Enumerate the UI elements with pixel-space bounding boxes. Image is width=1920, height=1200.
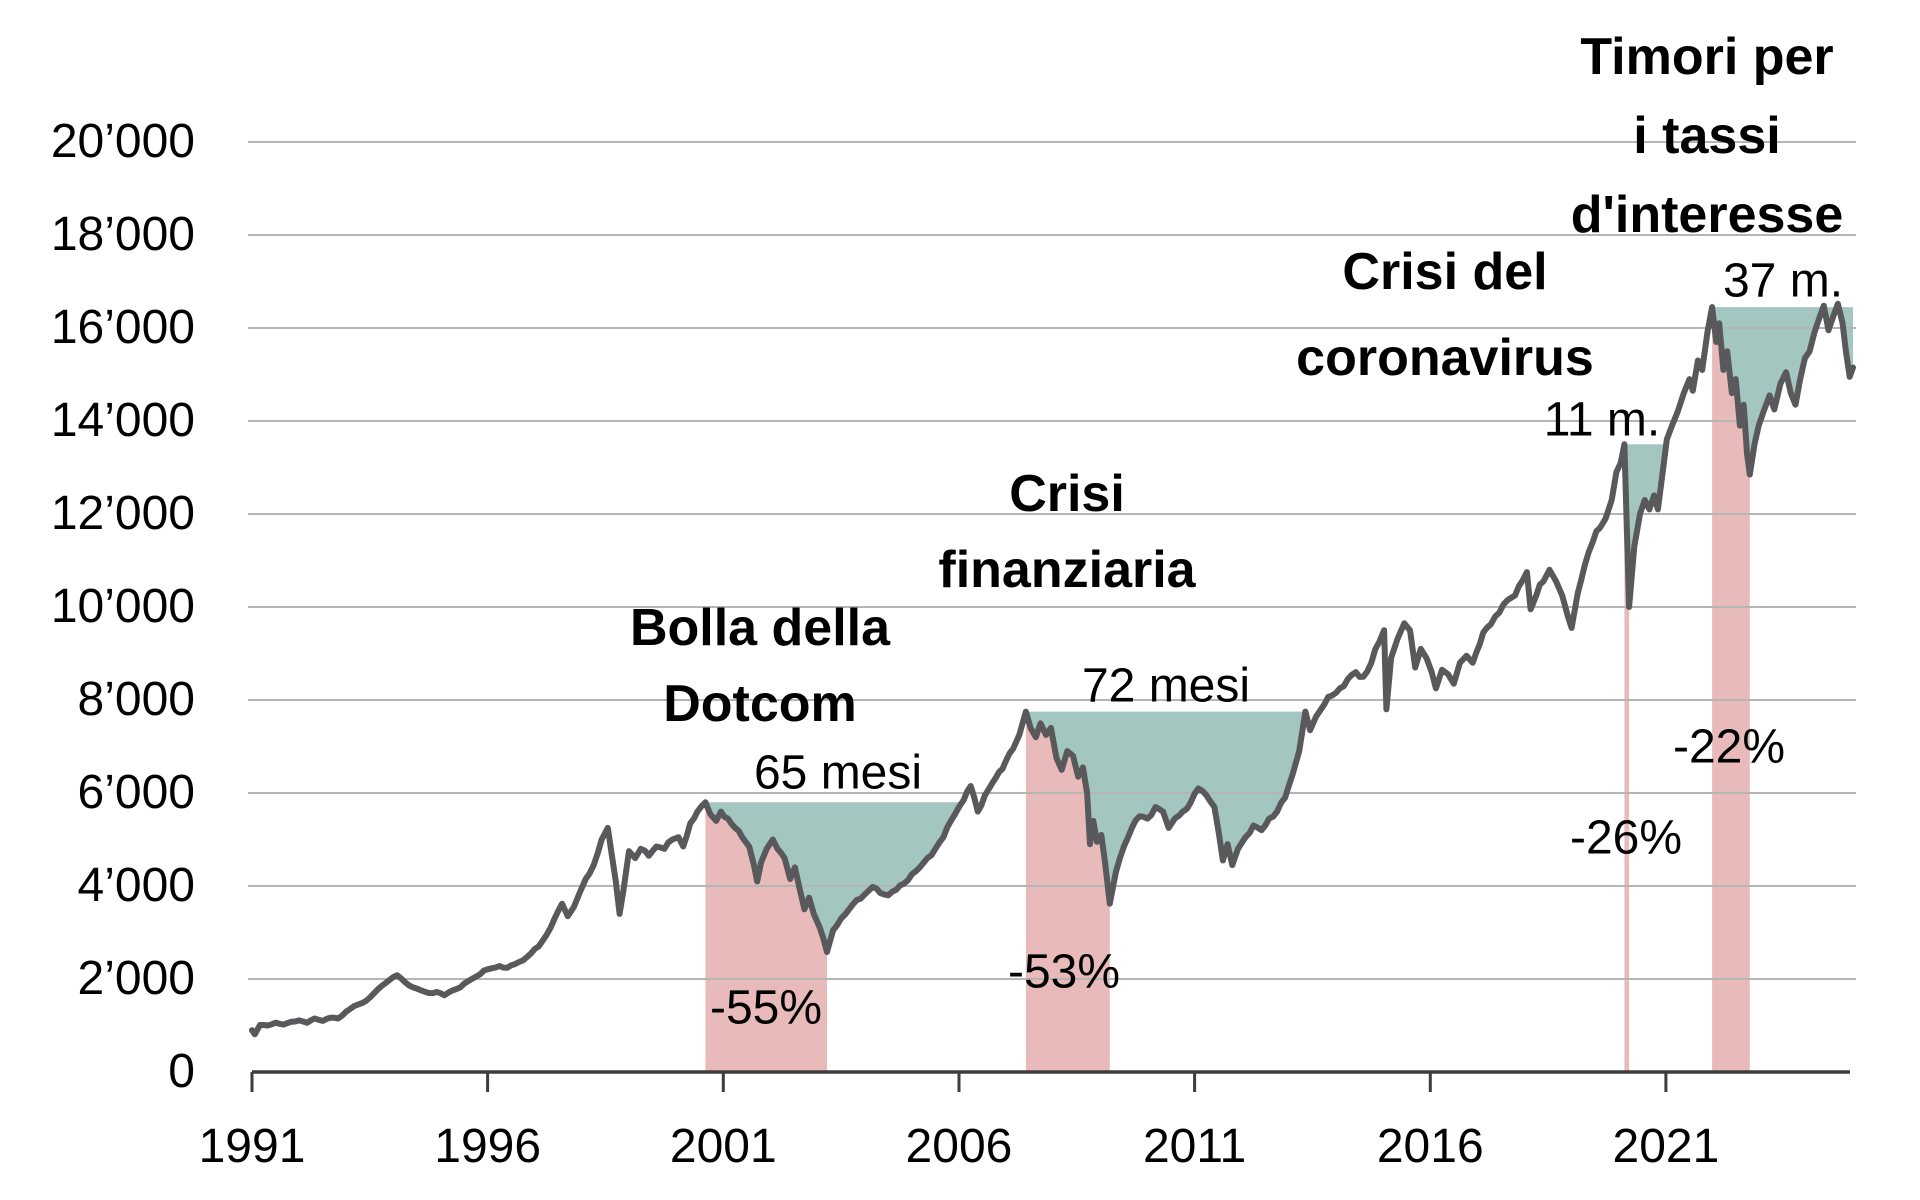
event-duration-label: 72 mesi [1081, 659, 1251, 713]
event-drawdown-label: -55% [709, 981, 823, 1035]
drawdown-band-1 [1025, 711, 1110, 1072]
drawdown-band-3 [1712, 307, 1750, 1073]
x-axis-label: 1991 [198, 1120, 306, 1173]
event-title-line: Crisi del [1342, 243, 1548, 301]
event-drawdown-label: -26% [1569, 811, 1683, 865]
x-axis-label: 2006 [905, 1120, 1013, 1173]
event-title-line: Bolla della [629, 599, 891, 657]
x-axis-label: 1996 [434, 1120, 542, 1173]
y-axis-label: 4’000 [77, 859, 195, 912]
y-axis-label: 6’000 [77, 766, 195, 819]
x-axis-label: 2011 [1142, 1120, 1247, 1173]
event-drawdown-label: -53% [1007, 945, 1121, 999]
event-drawdown-label: -22% [1672, 720, 1786, 774]
event-title-line: i tassi [1633, 107, 1781, 165]
y-axis-label: 12’000 [50, 487, 195, 540]
event-title-line: coronavirus [1296, 329, 1594, 387]
event-title-line: Dotcom [663, 675, 857, 733]
y-axis-label: 14’000 [50, 394, 195, 447]
event-duration-label: 37 m. [1722, 254, 1844, 308]
y-axis-label: 0 [168, 1045, 195, 1098]
y-axis-label: 20’000 [50, 115, 195, 168]
price-line [249, 300, 1856, 1038]
y-axis-label: 10’000 [50, 580, 195, 633]
drawdown-band-0 [705, 802, 827, 1072]
event-duration-label: 65 mesi [753, 746, 923, 800]
underwater-area-2 [1624, 444, 1667, 607]
y-axis-label: 18’000 [50, 208, 195, 261]
x-axis-label: 2021 [1612, 1120, 1720, 1173]
event-title-line: finanziaria [938, 541, 1196, 599]
y-axis-label: 8’000 [77, 673, 195, 726]
event-title-line: Timori per [1580, 28, 1834, 86]
x-axis-label: 2016 [1376, 1120, 1484, 1173]
event-duration-label: 11 m. [1543, 393, 1661, 447]
y-axis-label: 2’000 [77, 952, 195, 1005]
x-axis-label: 2001 [669, 1120, 777, 1173]
y-axis-label: 16’000 [50, 301, 195, 354]
event-title-line: Crisi [1009, 465, 1125, 523]
event-title-line: d'interesse [1570, 186, 1844, 244]
